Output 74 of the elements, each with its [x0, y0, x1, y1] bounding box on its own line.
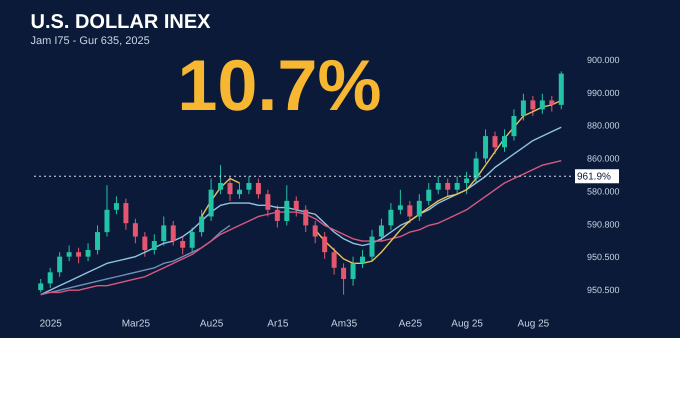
candlestick: [474, 151, 479, 184]
x-tick-label: Am35: [331, 318, 358, 330]
candlestick: [464, 171, 470, 195]
x-tick-label: Ae25: [398, 318, 422, 330]
candlestick: [549, 95, 554, 112]
candlestick: [123, 198, 128, 230]
candlestick: [322, 232, 328, 260]
x-tick-label: Aug 25: [518, 318, 550, 330]
candlestick: [132, 218, 138, 244]
x-tick-label: Au25: [200, 318, 224, 330]
candlestick: [511, 108, 516, 142]
candlestick: [152, 234, 157, 255]
candlestick: [170, 220, 176, 246]
candlestick: [57, 252, 62, 278]
candlestick: [540, 93, 545, 114]
candlestick: [388, 202, 394, 230]
candlestick: [502, 128, 507, 152]
candlestick: [76, 247, 82, 264]
text: 990.000: [587, 88, 620, 98]
candlestick: [360, 249, 366, 268]
candlestick: [218, 164, 224, 195]
candlestick: [378, 218, 384, 242]
candlestick: [416, 194, 422, 222]
x-tick-label: Aug 25: [451, 318, 484, 330]
candlestick: [294, 196, 299, 217]
candlestick: [161, 216, 166, 246]
text: 580.000: [587, 186, 620, 196]
candlestick: [426, 182, 432, 206]
candlestick: [228, 176, 233, 202]
candlestick: [190, 227, 195, 253]
candlestick: [199, 209, 204, 238]
candlestick: [142, 232, 148, 258]
candlestick: [398, 189, 403, 215]
text: 900.000: [587, 55, 620, 65]
candlestick: [256, 178, 261, 200]
chart-title: U.S. DOLLAR INEX: [30, 11, 212, 33]
candlestick: [66, 245, 72, 262]
x-tick-label: Ar15: [267, 318, 289, 330]
candlestick: [265, 189, 270, 217]
text: 860.000: [587, 154, 620, 164]
x-tick-label: 2025: [40, 318, 62, 330]
candlestick: [350, 256, 356, 286]
annotation: 10.7%: [177, 46, 382, 126]
candlestick: [445, 178, 450, 197]
candlestick: [530, 95, 536, 117]
candlestick: [274, 204, 280, 228]
chart-subtitle: Jam I75 - Gur 635, 2025: [30, 35, 150, 47]
candlestick: [114, 196, 119, 215]
candlestick: [483, 128, 488, 164]
candlestick: [38, 278, 44, 293]
candlestick: [236, 182, 242, 200]
candlestick: [48, 267, 53, 288]
text: 950.500: [587, 252, 620, 262]
candlestick: [436, 176, 441, 195]
text: 950.500: [587, 285, 620, 295]
candlestick: [492, 131, 498, 154]
candlestick: [86, 242, 91, 262]
candlestick: [104, 184, 110, 238]
candlestick: [303, 204, 308, 233]
text: 590.800: [587, 219, 620, 230]
x-tick-label: Mar25: [122, 318, 150, 330]
candlestick: [369, 229, 374, 262]
candlestick: [454, 176, 460, 195]
candlestick: [180, 236, 186, 255]
candlestick: [95, 224, 100, 255]
candlestick: [341, 262, 346, 296]
candlestick: [332, 247, 337, 276]
candlestick: [246, 176, 252, 195]
candlestick: [520, 93, 526, 121]
text: 880.000: [587, 120, 620, 131]
candlestick: [312, 220, 318, 244]
text: 961.9%: [577, 171, 612, 182]
candlestick: [407, 200, 412, 224]
candlestick: [284, 184, 290, 226]
